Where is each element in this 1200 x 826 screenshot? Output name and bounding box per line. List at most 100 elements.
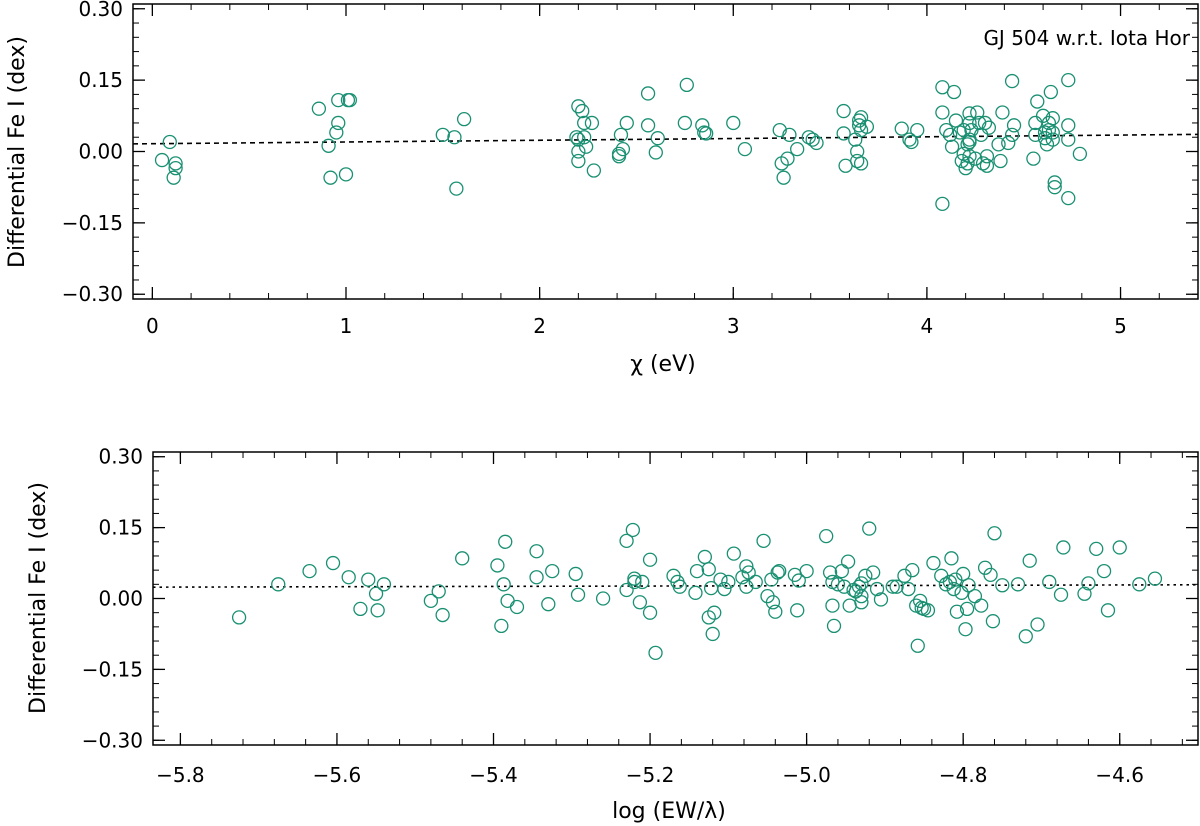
- data-point: [490, 558, 505, 573]
- data-point: [370, 603, 385, 618]
- data-point: [942, 127, 958, 142]
- data-point: [962, 115, 977, 131]
- data-point: [323, 170, 338, 185]
- data-point: [960, 156, 975, 171]
- data-point: [721, 574, 736, 590]
- data-point: [1072, 146, 1088, 162]
- data-point: [679, 77, 694, 93]
- data-point: [1100, 603, 1116, 618]
- y-tick-label: −0.15: [82, 657, 143, 681]
- data-point: [1061, 132, 1076, 147]
- data-point: [748, 574, 763, 590]
- data-point: [946, 581, 961, 597]
- data-point: [935, 105, 950, 120]
- data-point: [1035, 108, 1051, 123]
- data-point: [642, 552, 658, 567]
- data-point: [774, 156, 789, 171]
- data-point: [954, 585, 969, 600]
- data-point: [1004, 73, 1020, 89]
- data-point: [987, 526, 1002, 541]
- data-point: [977, 560, 993, 575]
- data-point: [571, 144, 586, 159]
- data-point: [331, 115, 346, 131]
- data-point: [851, 579, 867, 594]
- data-point: [1018, 629, 1033, 644]
- data-point: [956, 566, 971, 582]
- axis-ticks: [133, 4, 1198, 299]
- data-point: [765, 595, 781, 610]
- data-point: [968, 151, 983, 166]
- data-point: [920, 603, 936, 618]
- x-tick-label: 4: [921, 314, 934, 338]
- data-point: [672, 579, 687, 594]
- data-point: [782, 127, 797, 142]
- data-point: [1061, 190, 1076, 206]
- data-point: [858, 568, 873, 583]
- data-point: [435, 127, 450, 142]
- data-point: [341, 570, 356, 585]
- data-point: [840, 554, 856, 569]
- data-point: [854, 595, 869, 610]
- data-point: [859, 119, 875, 134]
- data-point: [1041, 115, 1057, 131]
- data-point: [338, 167, 354, 182]
- data-point: [836, 103, 851, 119]
- data-point: [790, 603, 805, 618]
- data-point: [991, 137, 1006, 152]
- data-point: [368, 586, 384, 601]
- data-point: [321, 138, 336, 153]
- data-point: [949, 604, 965, 619]
- data-point: [615, 141, 631, 157]
- data-point: [995, 578, 1010, 593]
- data-point: [640, 118, 656, 133]
- data-point: [836, 126, 851, 141]
- data-point: [705, 626, 720, 642]
- data-point: [902, 132, 917, 147]
- data-point: [455, 551, 470, 566]
- data-point: [1061, 118, 1076, 133]
- data-point: [1089, 541, 1104, 557]
- data-point: [541, 597, 556, 612]
- data-point: [376, 577, 392, 592]
- data-point: [331, 92, 346, 108]
- y-tick-label: 0.15: [78, 68, 123, 92]
- data-point: [509, 599, 525, 615]
- data-point: [1026, 151, 1041, 166]
- data-point: [819, 528, 834, 544]
- data-point: [985, 614, 1001, 629]
- data-point: [979, 149, 995, 164]
- y-tick-labels: 0.30 0.15 0.00 −0.15 −0.30: [62, 0, 123, 306]
- data-point: [577, 130, 592, 145]
- data-point: [910, 122, 925, 138]
- data-point: [613, 127, 629, 142]
- data-point: [834, 563, 849, 579]
- data-point: [946, 84, 962, 100]
- data-point: [850, 153, 865, 169]
- data-point: [1053, 587, 1069, 602]
- data-point: [885, 579, 900, 594]
- data-point: [695, 118, 710, 133]
- data-point: [586, 163, 602, 178]
- data-point: [912, 593, 928, 609]
- data-point: [271, 577, 286, 592]
- data-point: [611, 149, 627, 164]
- data-point: [689, 563, 705, 579]
- data-point: [1045, 132, 1060, 147]
- data-point: [961, 578, 976, 593]
- data-point: [889, 579, 904, 594]
- data-point: [701, 562, 716, 577]
- x-tick-label: 5: [1114, 314, 1127, 338]
- data-point: [944, 139, 960, 154]
- data-point: [756, 533, 771, 548]
- data-point: [964, 122, 979, 138]
- data-point: [848, 132, 863, 147]
- data-point: [1001, 135, 1016, 151]
- y-axis-title: Differential Fe I (dex): [26, 482, 51, 714]
- data-point: [958, 622, 973, 637]
- data-point: [1030, 617, 1045, 632]
- data-point: [154, 152, 170, 168]
- data-point: [584, 115, 600, 131]
- data-point: [1056, 540, 1071, 555]
- data-point: [873, 592, 889, 607]
- data-point: [635, 574, 650, 590]
